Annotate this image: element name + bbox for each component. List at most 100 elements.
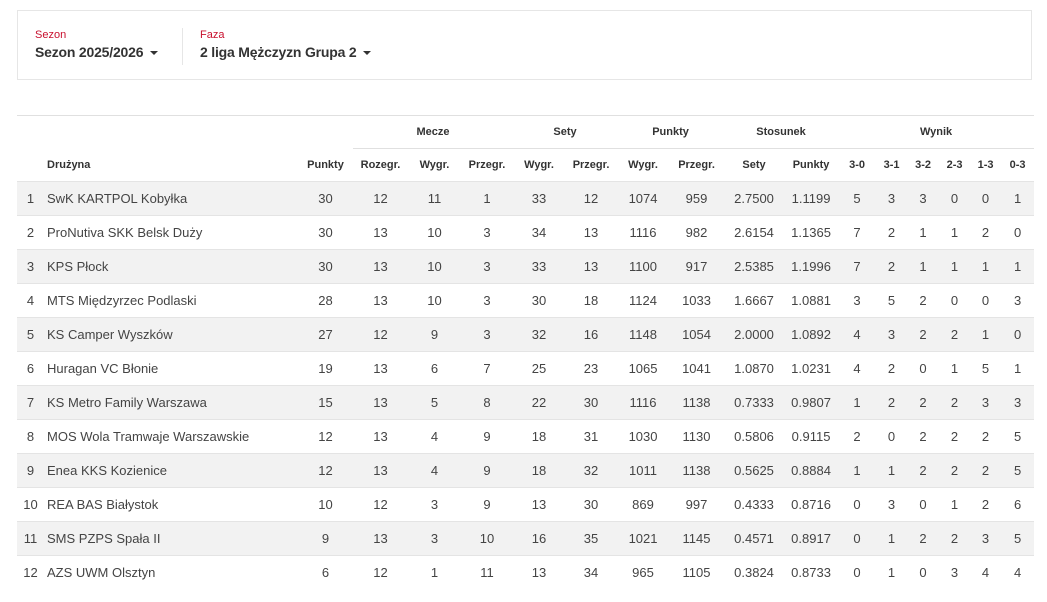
stat-cell: 982 [669, 215, 725, 250]
stat-cell: 9 [408, 317, 461, 352]
column-header[interactable]: Punkty [307, 158, 344, 171]
stat-cell: 3 [876, 317, 908, 352]
stat-cell: 7 [838, 249, 877, 284]
stat-cell: 25 [513, 351, 566, 386]
column-header[interactable]: 1-3 [970, 148, 1002, 182]
stat-cell: 0.7333 [724, 385, 785, 420]
position-cell: 12 [17, 555, 40, 589]
column-header[interactable]: 0-3 [1001, 148, 1035, 182]
stat-cell: 10 [408, 283, 461, 318]
stat-cell: 997 [669, 487, 725, 522]
group-wynik: Wynik [919, 126, 953, 138]
stat-cell: 3 [461, 215, 514, 250]
stat-cell: 13 [353, 283, 408, 318]
team-name[interactable]: Enea KKS Kozienice [40, 453, 298, 488]
phase-select[interactable]: Faza 2 liga Mężczyzn Grupa 2 [200, 29, 372, 62]
stat-cell: 13 [353, 351, 408, 386]
season-select[interactable]: Sezon Sezon 2025/2026 [35, 29, 159, 62]
stat-cell: 7 [838, 215, 877, 250]
standings-body: 1 SwK KARTPOL Kobyłka 30 12 11 1 33 12 1074 959 2.… [17, 181, 1035, 589]
stat-cell: 1.1365 [784, 215, 839, 250]
stat-cell: 32 [565, 453, 618, 488]
team-name[interactable]: MTS Międzyrzec Podlaski [40, 283, 298, 318]
team-name[interactable]: MOS Wola Tramwaje Warszawskie [40, 419, 298, 454]
stat-cell: 0 [838, 521, 877, 556]
stat-cell: 5 [970, 351, 1002, 386]
stat-cell: 2 [970, 419, 1002, 454]
stat-cell: 0.8884 [784, 453, 839, 488]
season-label: Sezon [35, 29, 67, 41]
column-header[interactable] [17, 149, 40, 182]
stat-cell: 1 [876, 521, 908, 556]
stat-cell: 4 [1001, 555, 1035, 589]
column-header[interactable]: Przegr. [669, 148, 725, 182]
column-header[interactable]: Przegr. [565, 148, 618, 182]
stat-cell: 19 [298, 351, 353, 386]
stat-cell: 5 [876, 283, 908, 318]
team-name[interactable]: Huragan VC Błonie [40, 351, 298, 386]
stat-cell: 0.8716 [784, 487, 839, 522]
stat-cell: 4 [970, 555, 1002, 589]
stat-cell: 12 [353, 181, 408, 216]
team-name[interactable]: KS Camper Wyszków [40, 317, 298, 352]
stat-cell: 1 [970, 249, 1002, 284]
stat-cell: 3 [939, 555, 971, 589]
stat-cell: 0 [970, 181, 1002, 216]
column-header[interactable]: 2-3 [939, 148, 971, 182]
stat-cell: 12 [565, 181, 618, 216]
stat-cell: 3 [1001, 385, 1035, 420]
column-header[interactable]: Wygr. [513, 148, 566, 182]
stat-cell: 2 [907, 453, 940, 488]
stat-cell: 3 [876, 487, 908, 522]
table-row: 9 Enea KKS Kozienice 12 13 4 9 18 32 1011 1138 0.5… [17, 453, 1035, 488]
season-value: Sezon 2025/2026 [35, 44, 144, 60]
column-header[interactable]: Rozegr. [353, 148, 408, 182]
stat-cell: 10 [408, 249, 461, 284]
stat-cell: 9 [298, 521, 353, 556]
position-cell: 5 [17, 317, 40, 352]
stat-cell: 2 [939, 521, 971, 556]
stat-cell: 0.9807 [784, 385, 839, 420]
column-header[interactable]: Wygr. [408, 148, 461, 182]
team-name[interactable]: SMS PZPS Spała II [40, 521, 298, 556]
table-row: 12 AZS UWM Olsztyn 6 12 1 11 13 34 965 1105 0.3824… [17, 555, 1035, 589]
column-header[interactable]: Sety [724, 148, 785, 182]
team-name[interactable]: AZS UWM Olsztyn [40, 555, 298, 589]
team-name[interactable]: SwK KARTPOL Kobyłka [40, 181, 298, 216]
position-cell: 11 [17, 521, 40, 556]
caret-down-icon [363, 51, 372, 56]
stat-cell: 2 [939, 385, 971, 420]
stat-cell: 10 [408, 215, 461, 250]
table-row: 8 MOS Wola Tramwaje Warszawskie 12 13 4 9 18 31… [17, 419, 1035, 454]
phase-label: Faza [200, 29, 225, 41]
stat-cell: 1145 [669, 521, 725, 556]
stat-cell: 0 [1001, 317, 1035, 352]
stat-cell: 2.7500 [724, 181, 785, 216]
stat-cell: 2 [876, 249, 908, 284]
stat-cell: 1 [939, 351, 971, 386]
table-row: 11 SMS PZPS Spała II 9 13 3 10 16 35 1021 1145 0.4… [17, 521, 1035, 556]
stat-cell: 1 [408, 555, 461, 589]
stat-cell: 1 [876, 555, 908, 589]
column-header[interactable]: Przegr. [461, 148, 514, 182]
group-punkty: Punkty [652, 126, 689, 138]
stat-cell: 4 [838, 351, 877, 386]
team-name[interactable]: KS Metro Family Warszawa [40, 385, 298, 420]
team-name[interactable]: REA BAS Białystok [40, 487, 298, 522]
stat-cell: 9 [461, 453, 514, 488]
team-name[interactable]: KPS Płock [40, 249, 298, 284]
stat-cell: 2 [970, 453, 1002, 488]
team-name[interactable]: ProNutiva SKK Belsk Duży [40, 215, 298, 250]
stat-cell: 869 [617, 487, 670, 522]
column-header[interactable]: Wygr. [617, 148, 670, 182]
column-header[interactable]: 3-1 [876, 148, 908, 182]
stat-cell: 2 [907, 521, 940, 556]
stat-cell: 18 [513, 419, 566, 454]
column-header[interactable]: Punkty [784, 148, 839, 182]
column-header[interactable]: 3-0 [838, 148, 877, 182]
column-header[interactable]: Drużyna [47, 158, 91, 171]
stat-cell: 5 [838, 181, 877, 216]
column-header[interactable]: 3-2 [907, 148, 940, 182]
stat-cell: 1138 [669, 385, 725, 420]
position-cell: 1 [17, 181, 40, 216]
